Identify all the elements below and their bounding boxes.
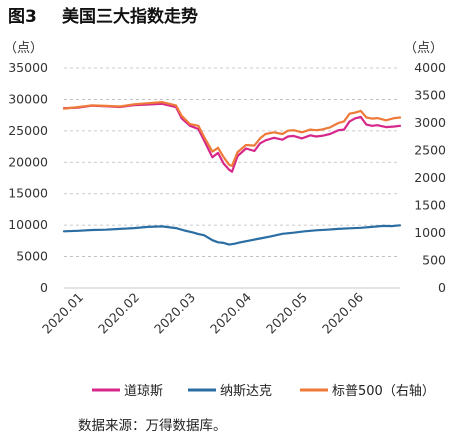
right-tick-label: 1500 — [414, 198, 446, 213]
legend-label-sp500: 标普500（右轴） — [332, 384, 435, 399]
x-axis-ticks: 2020.01 2020.02 2020.03 2020.04 2020.05 2020.… — [39, 289, 366, 336]
grid — [64, 67, 400, 289]
x-tick-label: 2020.01 — [39, 290, 86, 337]
right-axis-unit: （点） — [404, 41, 443, 56]
left-tick-label: 30000 — [8, 91, 48, 106]
left-tick-label: 5000 — [16, 249, 48, 264]
legend-label-nasdaq: 纳斯达克 — [220, 384, 272, 399]
left-tick-label: 35000 — [8, 60, 48, 75]
left-tick-label: 15000 — [8, 186, 48, 201]
source-note: 数据来源：万得数据库。 — [78, 417, 227, 434]
left-tick-label: 20000 — [8, 154, 48, 169]
right-tick-label: 500 — [422, 253, 446, 268]
left-axis-unit: （点） — [4, 41, 43, 56]
right-tick-label: 2500 — [414, 143, 446, 158]
x-tick-label: 2020.03 — [151, 290, 198, 337]
left-tick-label: 25000 — [8, 123, 48, 138]
x-tick-label: 2020.04 — [207, 289, 254, 336]
right-tick-label: 2000 — [414, 170, 446, 185]
right-tick-label: 3500 — [414, 88, 446, 103]
right-tick-label: 3000 — [414, 115, 446, 130]
left-axis-ticks: 0 5000 10000 15000 20000 25000 30000 35000 — [8, 60, 48, 295]
x-tick-label: 2020.05 — [263, 290, 310, 337]
series-line-dow — [62, 102, 402, 173]
series-line-nasdaq — [62, 224, 402, 246]
right-axis-ticks: 0 500 1000 1500 2000 2500 3000 3500 4000 — [414, 60, 446, 295]
legend: 道琼斯 纳斯达克 标普500（右轴） — [92, 384, 435, 399]
chart-title: 美国三大指数走势 — [62, 6, 198, 27]
series-line-sp500 — [62, 100, 402, 167]
x-tick-label: 2020.02 — [95, 290, 142, 337]
series-layer — [62, 100, 402, 246]
left-tick-label: 10000 — [8, 217, 48, 232]
x-tick-label: 2020.06 — [319, 289, 366, 336]
right-tick-label: 1000 — [414, 225, 446, 240]
right-tick-label: 0 — [438, 280, 446, 295]
figure-number: 图3 — [8, 7, 37, 27]
right-tick-label: 4000 — [414, 60, 446, 75]
left-tick-label: 0 — [40, 280, 48, 295]
legend-label-dow: 道琼斯 — [124, 384, 163, 399]
